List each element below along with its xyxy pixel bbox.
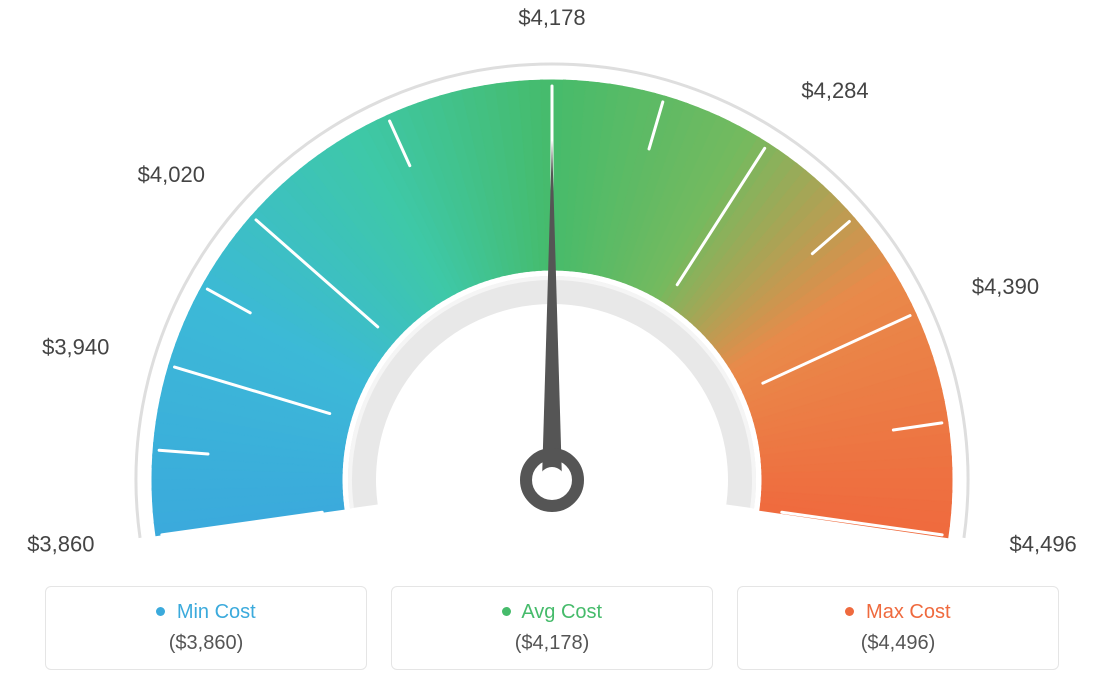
legend-title-max: Max Cost [738, 601, 1058, 624]
legend-label: Max Cost [866, 601, 950, 623]
dot-icon [156, 607, 165, 616]
gauge-tick-label: $4,390 [972, 274, 1039, 299]
gauge-tick-label: $4,178 [518, 5, 585, 30]
legend-card-max: Max Cost ($4,496) [737, 586, 1059, 670]
legend-title-avg: Avg Cost [392, 601, 712, 624]
gauge-tick-label: $3,940 [42, 335, 109, 360]
chart-container: $3,860 $3,940 $4,020 $4,178 $4,284 $4,390 $4,4… [0, 0, 1104, 690]
dot-icon [845, 607, 854, 616]
legend-value-min: ($3,860) [46, 632, 366, 655]
legend-value-avg: ($4,178) [392, 632, 712, 655]
gauge-tick-label: $4,284 [801, 78, 868, 103]
dot-icon [502, 607, 511, 616]
gauge-tick-label: $3,860 [27, 531, 94, 556]
gauge-tick-label: $4,020 [138, 162, 205, 187]
legend-card-min: Min Cost ($3,860) [45, 586, 367, 670]
legend-label: Avg Cost [521, 601, 602, 623]
legend-row: Min Cost ($3,860) Avg Cost ($4,178) Max … [0, 586, 1104, 670]
legend-value-max: ($4,496) [738, 632, 1058, 655]
legend-title-min: Min Cost [46, 601, 366, 624]
gauge-chart: $3,860 $3,940 $4,020 $4,178 $4,284 $4,390 $4,4… [0, 0, 1104, 560]
legend-label: Min Cost [177, 601, 256, 623]
legend-card-avg: Avg Cost ($4,178) [391, 586, 713, 670]
gauge-tick-label: $4,496 [1010, 531, 1077, 556]
